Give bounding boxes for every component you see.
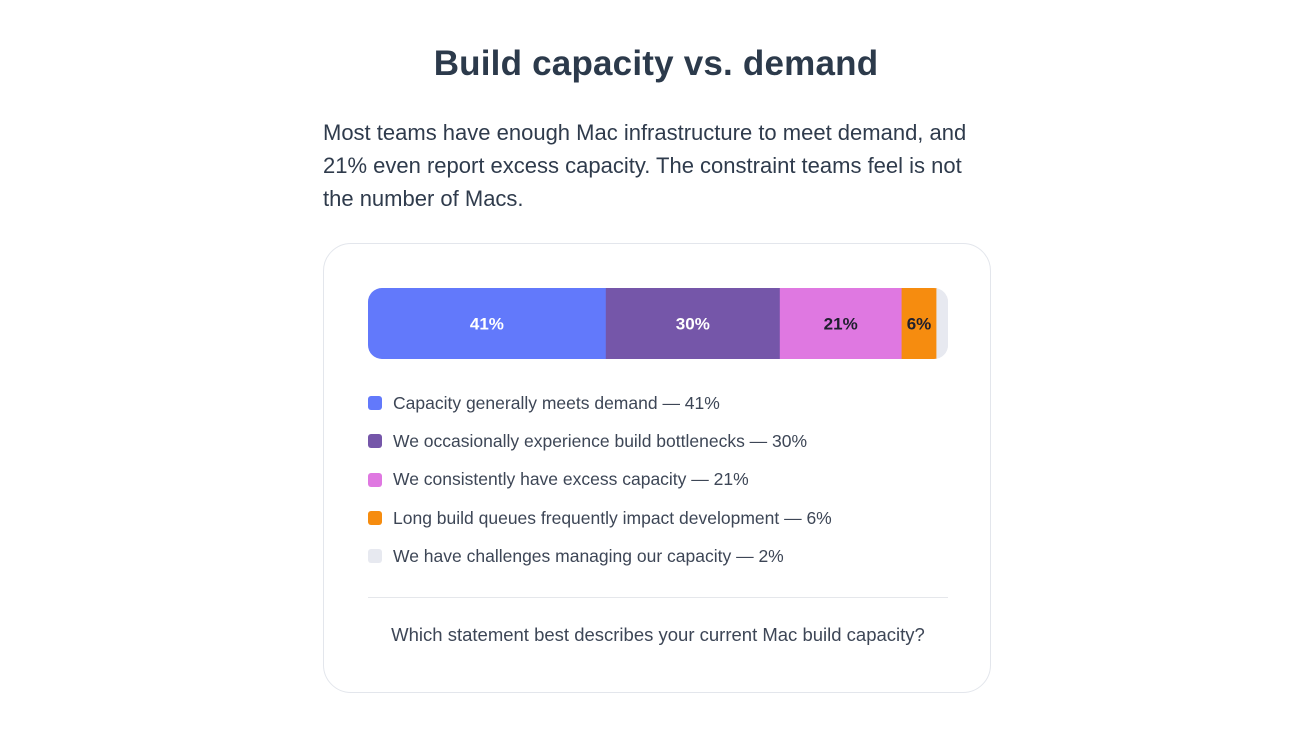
legend-item-2: We occasionally experience build bottlen… — [368, 422, 832, 460]
bar-segment-label-4: 6% — [907, 315, 932, 334]
divider — [368, 597, 948, 598]
legend-swatch — [368, 396, 382, 411]
bar-segment-2 — [605, 288, 781, 359]
chart-legend: Capacity generally meets demand — 41% We … — [368, 384, 832, 575]
legend-label: Long build queues frequently impact deve… — [393, 507, 832, 528]
legend-label: Capacity generally meets demand — 41% — [393, 392, 720, 413]
bar-segment-5 — [936, 288, 948, 359]
legend-swatch — [368, 549, 382, 564]
page-title: Build capacity vs. demand — [433, 44, 879, 83]
bar-segment-label-3: 21% — [824, 315, 858, 334]
legend-swatch — [368, 472, 382, 487]
legend-item-1: Capacity generally meets demand — 41% — [368, 384, 832, 422]
legend-swatch — [368, 511, 382, 526]
bar-segment-label-2: 30% — [676, 315, 710, 334]
survey-question: Which statement best describes your curr… — [391, 624, 925, 645]
bar-segment-label-1: 41% — [470, 315, 504, 334]
legend-item-5: We have challenges managing our capacity… — [368, 537, 832, 575]
legend-item-3: We consistently have excess capacity — 2… — [368, 461, 832, 499]
bar-segment-3 — [779, 288, 903, 359]
stacked-bar: 41% 30% 21% 6% — [368, 288, 948, 359]
legend-label: We have challenges managing our capacity… — [393, 545, 784, 566]
legend-label: We consistently have excess capacity — 2… — [393, 469, 749, 490]
legend-label: We occasionally experience build bottlen… — [393, 430, 808, 451]
stacked-bar-svg: 41% 30% 21% 6% — [368, 288, 948, 359]
legend-swatch — [368, 434, 382, 449]
legend-item-4: Long build queues frequently impact deve… — [368, 499, 832, 537]
bar-segment-4 — [901, 288, 937, 359]
chart-card: 41% 30% 21% 6% Capacity generally meets dem… — [323, 243, 991, 693]
intro-paragraph: Most teams have enough Mac infrastructur… — [323, 120, 967, 211]
bar-segment-1 — [368, 288, 607, 359]
